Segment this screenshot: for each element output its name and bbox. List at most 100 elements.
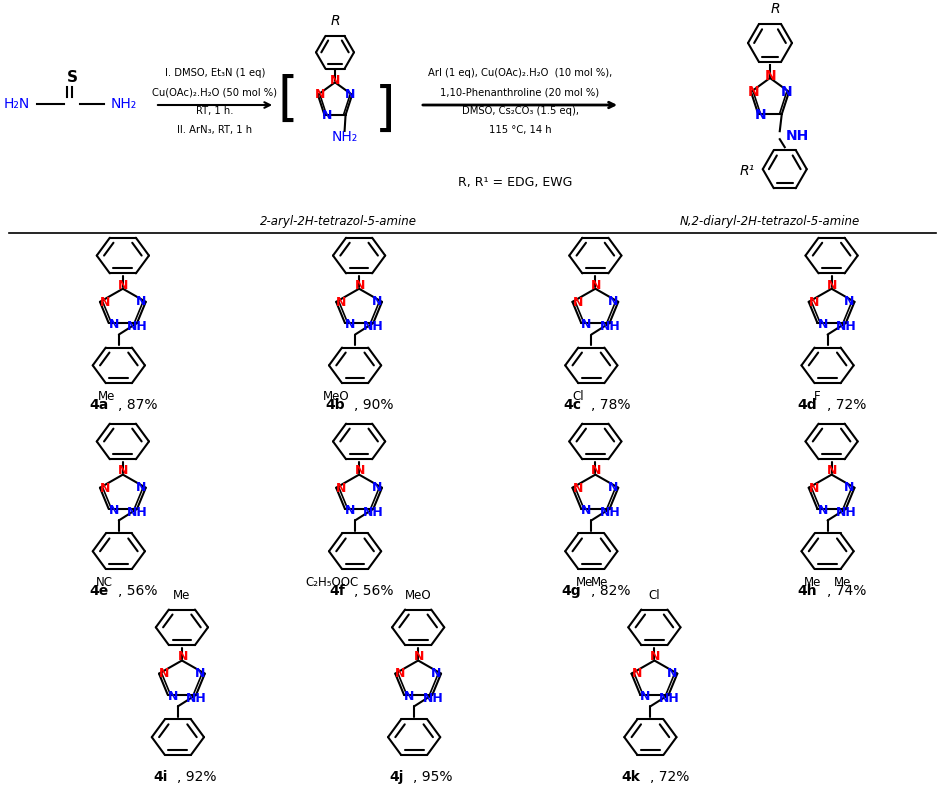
Text: 4e: 4e	[90, 584, 109, 598]
Text: 4k: 4k	[621, 770, 640, 784]
Text: N: N	[354, 278, 364, 292]
Text: , 56%: , 56%	[354, 584, 394, 598]
Text: Me: Me	[97, 390, 114, 403]
Text: , 74%: , 74%	[826, 584, 866, 598]
Text: 2-aryl-2H-tetrazol-5-amine: 2-aryl-2H-tetrazol-5-amine	[260, 215, 416, 229]
Text: N: N	[581, 319, 591, 331]
Text: N: N	[109, 319, 119, 331]
Text: N: N	[607, 481, 617, 494]
Text: N: N	[581, 505, 591, 517]
Text: Me: Me	[173, 589, 191, 602]
Text: N: N	[817, 319, 827, 331]
Text: NH: NH	[784, 129, 808, 143]
Text: N: N	[345, 505, 355, 517]
Text: , 92%: , 92%	[177, 770, 216, 784]
Text: N: N	[345, 319, 355, 331]
Text: N: N	[747, 85, 759, 99]
Text: RT, 1 h.: RT, 1 h.	[196, 106, 233, 116]
Text: N: N	[177, 650, 188, 664]
Text: Cl: Cl	[648, 589, 660, 602]
Text: N: N	[826, 278, 836, 292]
Text: NH₂: NH₂	[110, 97, 137, 111]
Text: , 90%: , 90%	[354, 398, 394, 412]
Text: NH: NH	[422, 692, 443, 706]
Text: NC: NC	[95, 576, 112, 589]
Text: NH: NH	[834, 320, 855, 334]
Text: NH: NH	[126, 320, 147, 334]
Text: MeO: MeO	[404, 589, 431, 602]
Text: , 78%: , 78%	[590, 398, 630, 412]
Text: N: N	[843, 295, 853, 308]
Text: NH: NH	[598, 320, 619, 334]
Text: N: N	[344, 89, 354, 101]
Text: R: R	[769, 2, 779, 16]
Text: NH₂: NH₂	[331, 130, 358, 144]
Text: NH: NH	[658, 692, 679, 706]
Text: N: N	[321, 109, 331, 123]
Text: N: N	[826, 464, 836, 478]
Text: S: S	[66, 70, 77, 85]
Text: N,2-diaryl-2H-tetrazol-5-amine: N,2-diaryl-2H-tetrazol-5-amine	[679, 215, 859, 229]
Text: N: N	[631, 668, 641, 680]
Text: 4a: 4a	[90, 398, 109, 412]
Text: ]: ]	[375, 85, 395, 136]
Text: 4h: 4h	[797, 584, 817, 598]
Text: N: N	[168, 691, 178, 703]
Text: ArI (1 eq), Cu(OAc)₂.H₂O  (10 mol %),: ArI (1 eq), Cu(OAc)₂.H₂O (10 mol %),	[428, 68, 612, 78]
Text: N: N	[607, 295, 617, 308]
Text: N: N	[329, 74, 340, 87]
Text: 115 °C, 14 h: 115 °C, 14 h	[488, 125, 550, 135]
Text: II. ArN₃, RT, 1 h: II. ArN₃, RT, 1 h	[177, 125, 252, 135]
Text: N: N	[413, 650, 424, 664]
Text: N: N	[100, 296, 110, 308]
Text: N: N	[371, 481, 381, 494]
Text: 1,10-Phenanthroline (20 mol %): 1,10-Phenanthroline (20 mol %)	[440, 87, 598, 97]
Text: 4b: 4b	[325, 398, 345, 412]
Text: N: N	[395, 668, 405, 680]
Text: 4g: 4g	[561, 584, 581, 598]
Text: N: N	[109, 505, 119, 517]
Text: , 72%: , 72%	[826, 398, 866, 412]
Text: N: N	[590, 464, 600, 478]
Text: N: N	[354, 464, 364, 478]
Text: Me: Me	[803, 576, 820, 589]
Text: 4f: 4f	[329, 584, 345, 598]
Text: NH: NH	[362, 320, 383, 334]
Text: N: N	[808, 482, 818, 494]
Text: I. DMSO, Et₃N (1 eq): I. DMSO, Et₃N (1 eq)	[164, 68, 265, 78]
Text: N: N	[135, 295, 145, 308]
Text: 4d: 4d	[797, 398, 817, 412]
Text: Cl: Cl	[572, 390, 583, 403]
Text: NH: NH	[362, 506, 383, 520]
Text: N: N	[315, 89, 326, 101]
Text: N: N	[404, 691, 414, 703]
Text: H₂N: H₂N	[4, 97, 30, 111]
Text: NH: NH	[834, 506, 855, 520]
Text: , 72%: , 72%	[649, 770, 688, 784]
Text: N: N	[817, 505, 827, 517]
Text: N: N	[572, 296, 582, 308]
Text: N: N	[194, 667, 205, 679]
Text: N: N	[572, 482, 582, 494]
Text: , 82%: , 82%	[590, 584, 630, 598]
Text: N: N	[808, 296, 818, 308]
Text: N: N	[118, 464, 128, 478]
Text: N: N	[640, 691, 650, 703]
Text: MeO: MeO	[322, 390, 349, 403]
Text: N: N	[649, 650, 660, 664]
Text: N: N	[159, 668, 169, 680]
Text: Me: Me	[833, 576, 851, 589]
Text: NH: NH	[126, 506, 147, 520]
Text: [: [	[278, 74, 298, 127]
Text: N: N	[843, 481, 853, 494]
Text: C₂H₅OOC: C₂H₅OOC	[305, 576, 358, 589]
Text: N: N	[336, 482, 346, 494]
Text: N: N	[135, 481, 145, 494]
Text: N: N	[100, 482, 110, 494]
Text: NH: NH	[598, 506, 619, 520]
Text: N: N	[754, 108, 766, 122]
Text: NH: NH	[186, 692, 207, 706]
Text: N: N	[764, 69, 775, 83]
Text: R¹: R¹	[738, 165, 753, 178]
Text: , 87%: , 87%	[118, 398, 158, 412]
